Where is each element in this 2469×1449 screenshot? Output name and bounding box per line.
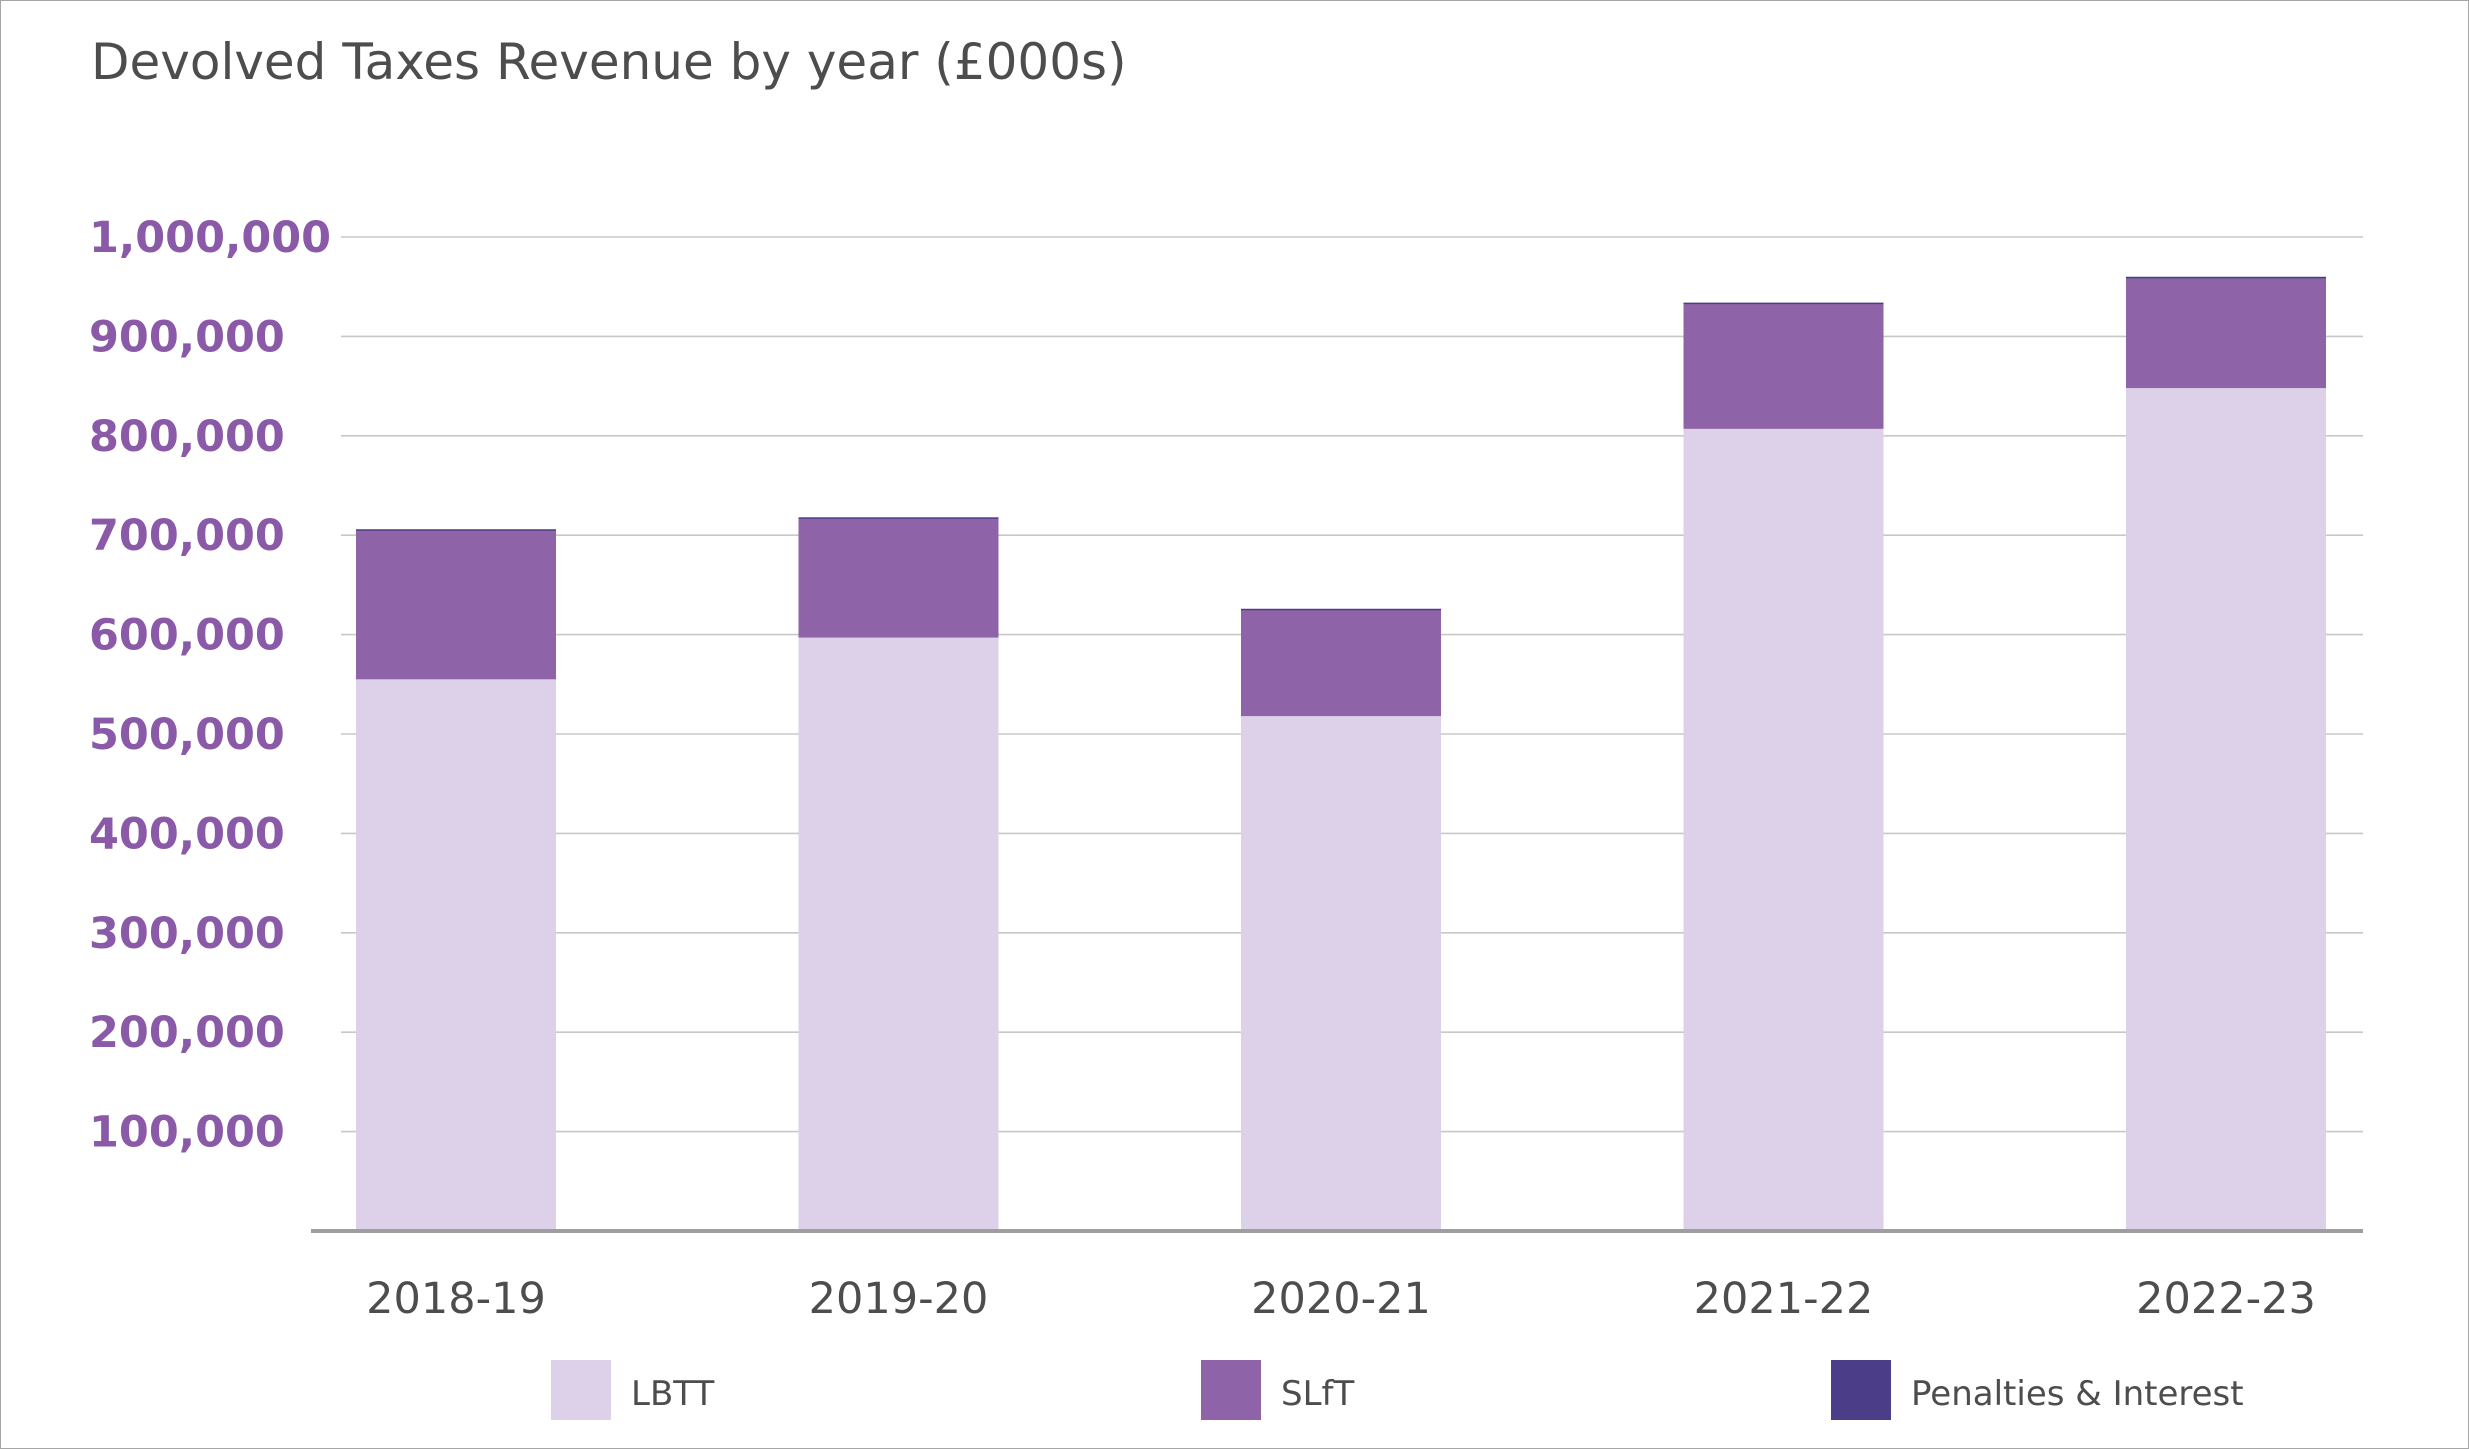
bar-penalties-interest-2021-22 [1683,302,1884,305]
bar-lbtt-2018-19 [356,679,556,1231]
legend-swatch [1831,1360,1891,1420]
y-tick-label: 400,000 [89,809,285,859]
bar-penalties-interest-2020-21 [1241,608,1441,611]
bar-penalties-interest-2018-19 [356,529,556,531]
bar-slft-2019-20 [798,518,999,638]
bar-lbtt-2019-20 [798,637,999,1231]
y-tick-label: 500,000 [89,710,285,760]
legend-swatch [1201,1360,1261,1420]
bar-lbtt-2021-22 [1683,428,1884,1231]
x-tick-label: 2019-20 [809,1274,989,1324]
legend: LBTT SLfT Penalties & Interest [551,1360,2244,1420]
bar-slft-2020-21 [1241,609,1441,717]
legend-label: LBTT [631,1374,714,1414]
x-tick-label: 2020-21 [1251,1274,1431,1324]
bar-slft-2018-19 [356,530,556,680]
bars [356,276,2326,1231]
legend-swatch [551,1360,611,1420]
x-tick-label: 2021-22 [1694,1274,1874,1324]
x-axis-tick-labels: 2018-19 2019-20 2020-21 2021-22 2022-23 [366,1274,2316,1324]
chart-title: Devolved Taxes Revenue by year (£000s) [91,33,1127,91]
y-tick-label: 800,000 [89,412,285,462]
x-tick-label: 2018-19 [366,1274,546,1324]
bar-lbtt-2020-21 [1241,716,1441,1231]
y-tick-label: 200,000 [89,1008,285,1058]
legend-label: SLfT [1281,1374,1354,1414]
y-tick-label: 700,000 [89,511,285,561]
y-tick-label: 1,000,000 [89,213,331,263]
bar-slft-2022-23 [2126,278,2326,389]
x-tick-label: 2022-23 [2136,1274,2316,1324]
y-axis-tick-labels: 100,000 200,000 300,000 400,000 500,000 600,0… [89,213,331,1158]
bar-penalties-interest-2022-23 [2126,276,2326,279]
bar-lbtt-2022-23 [2126,388,2326,1231]
y-tick-label: 900,000 [89,312,285,362]
bar-penalties-interest-2019-20 [798,517,999,519]
y-tick-label: 600,000 [89,611,285,661]
legend-label: Penalties & Interest [1911,1374,2244,1414]
bar-slft-2021-22 [1683,303,1884,429]
y-tick-label: 100,000 [89,1108,285,1158]
y-tick-label: 300,000 [89,909,285,959]
